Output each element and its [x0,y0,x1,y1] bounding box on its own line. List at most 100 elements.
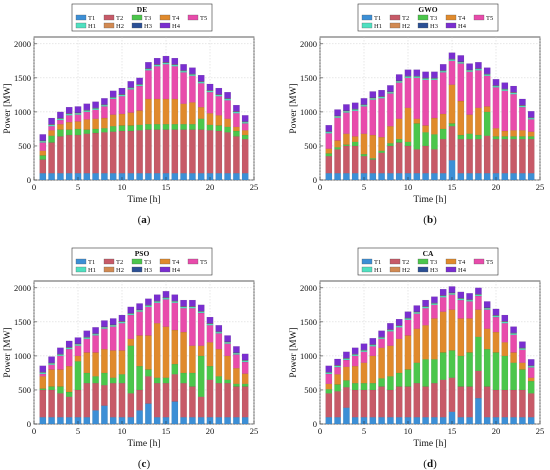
bar-segment-t5 [57,355,64,370]
bar-segment-t3 [325,389,333,394]
bar-segment-h4 [153,57,161,65]
bar-segment-h4 [57,347,64,354]
bar-segment-t2 [127,393,135,418]
bar-segment-t4 [475,107,482,136]
legend-swatch-h1 [361,22,373,29]
bar-segment-h4 [527,359,535,366]
legend-label-h4: H4 [458,267,467,274]
legend-swatch-t2 [103,258,115,265]
bar-segment-t4 [378,347,385,379]
bar-segment-h1 [422,78,429,81]
y-tick-label: 500 [304,141,317,151]
bar-segment-t1 [101,405,108,425]
bar-segment-h4 [483,301,491,308]
legend-label-t2: T2 [402,259,409,266]
bar-segment-h4 [519,98,526,106]
legend: CA T1 T2 T3 T4 T5 H1 H2 H3 H4 [357,247,499,276]
bar-segment-t1 [57,417,64,425]
bar-segment-t2 [153,383,161,418]
bar-segment-t3 [127,345,135,394]
bar-segment-h4 [448,286,456,293]
y-tick-label: 1500 [14,73,31,83]
bar-segment-t3 [527,380,535,394]
bar-segment-t5 [527,367,535,378]
bar-segment-t2 [395,142,403,174]
y-tick-label: 0 [27,175,31,185]
bar-segment-t3 [475,336,482,372]
legend-label-t4: T4 [458,15,466,22]
bar-segment-h1 [224,98,231,101]
bar-segment-t5 [431,304,438,319]
bar-segment-h1 [136,84,143,87]
bar-segment-h1 [466,299,473,302]
x-tick-label: 25 [250,426,259,436]
bar-segment-t2 [233,136,240,174]
bar-segment-t5 [48,364,55,370]
bar-segment-t5 [241,123,249,131]
bar-segment-t3 [57,386,64,394]
bar-segment-t5 [171,302,179,331]
bar-segment-t4 [351,136,359,142]
bar-segment-h1 [39,372,47,375]
bar-segment-h4 [145,62,152,69]
bar-segment-t5 [466,71,473,115]
bar-segment-h1 [127,313,135,316]
bar-segment-t4 [57,369,64,387]
bar-segment-t4 [387,345,394,377]
bar-segment-t1 [343,407,350,425]
y-tick-label: 2000 [300,283,317,293]
bar-segment-h1 [127,87,135,90]
bar-segment-h1 [83,110,91,113]
legend-swatch-h3 [417,22,429,29]
bar-segment-t2 [519,139,526,174]
bar-segment-t1 [466,173,473,181]
bar-segment-t2 [171,129,179,174]
bar-segment-t4 [439,113,447,130]
bar-segment-t4 [466,114,473,134]
bar-segment-t4 [519,362,526,370]
bar-segment-h4 [527,111,535,118]
bar-segment-h4 [369,91,377,98]
bar-segment-t4 [475,309,482,337]
bar-segment-t1 [378,173,385,181]
bar-segment-t2 [439,139,447,174]
bar-segment-h1 [162,297,170,300]
x-tick-label: 5 [76,426,80,436]
bar-segment-t4 [360,362,368,384]
bar-segment-h4 [475,62,482,69]
bar-segment-t5 [343,112,350,134]
bar-segment-t1 [334,417,341,425]
legend-swatch-h4 [445,22,457,29]
bar-segment-h4 [351,102,359,109]
bar-segment-t3 [439,128,447,140]
bar-segment-t1 [378,417,385,425]
bar-segment-t1 [197,173,205,181]
legend-swatch-t4 [445,258,457,265]
bar-segment-t4 [162,326,170,378]
bar-segment-t4 [527,131,535,137]
bar-segment-t5 [48,126,55,131]
bar-segment-t2 [215,383,223,418]
bar-segment-h1 [334,116,341,118]
bar-segment-t3 [101,128,108,133]
bar-segment-t3 [334,384,341,392]
chart-panel-gwo: 0 5 10 15 20 25 0 500 1000 1500 2000 Time [h] Power … [289,3,544,226]
bar-segment-h1 [475,294,482,297]
legend-swatch-t3 [131,258,143,265]
x-tick-label: 25 [250,182,259,192]
bar-segment-t1 [483,417,491,425]
bar-segment-t4 [74,355,82,362]
bar-segment-h4 [351,347,359,354]
x-axis-label: Time [h] [413,439,446,449]
bar-segment-t3 [92,128,99,134]
bar-segment-t1 [457,173,465,181]
bar-segment-h4 [475,287,482,295]
bar-segment-t3 [466,133,473,140]
bar-segment-t3 [39,155,47,160]
bar-segment-t5 [145,70,152,100]
legend-swatch-h1 [361,266,373,273]
bar-segment-t4 [48,369,55,387]
bar-segment-h4 [360,343,368,350]
bar-segment-t5 [360,351,368,363]
bar-segment-t3 [483,348,491,387]
